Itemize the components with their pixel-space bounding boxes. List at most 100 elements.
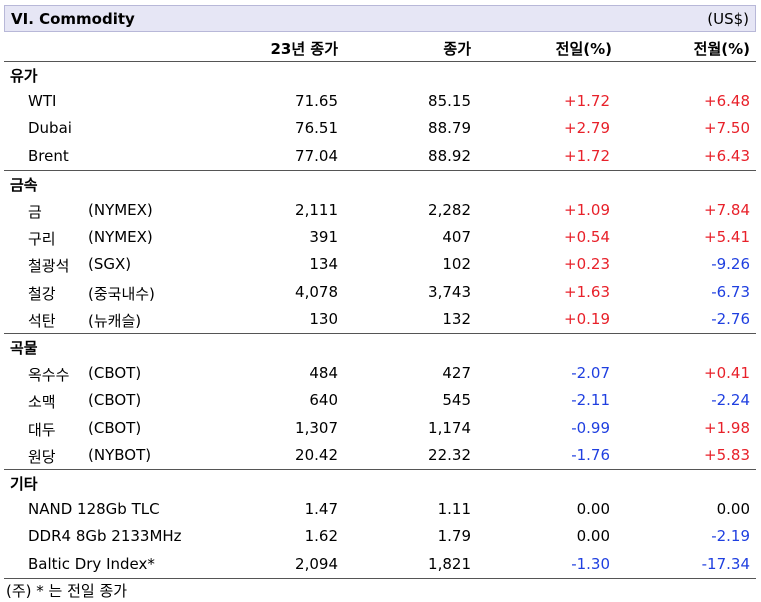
row-daily-change: -2.11	[571, 391, 610, 410]
table-row: Baltic Dry Index* 2,094 1,821 -1.30 -17.34	[4, 551, 756, 578]
col-header-close: 종가	[443, 40, 471, 58]
section-divider	[4, 333, 756, 334]
table-header-bar: VI. Commodity (US$)	[4, 5, 756, 32]
row-close: 427	[442, 364, 471, 383]
row-23-close: 2,094	[295, 554, 338, 573]
row-name: 소맥	[28, 393, 56, 412]
row-name: 철강	[28, 284, 56, 303]
section-heading-label: 금속	[10, 175, 38, 194]
row-exchange: (NYMEX)	[88, 228, 153, 247]
row-name: Baltic Dry Index*	[28, 554, 155, 573]
section-heading: 유가	[4, 61, 756, 88]
row-exchange: (뉴캐슬)	[88, 311, 142, 330]
row-close: 2,282	[428, 201, 471, 219]
row-close: 1,821	[428, 554, 471, 573]
row-daily-change: +0.19	[564, 309, 610, 328]
row-monthly-change: -2.76	[711, 309, 750, 328]
row-daily-change: +0.54	[564, 228, 610, 247]
row-monthly-change: +1.98	[704, 418, 750, 437]
row-daily-change: +1.09	[564, 201, 610, 219]
row-name: 옥수수	[28, 366, 70, 385]
row-close: 132	[442, 309, 471, 328]
row-23-close: 1.62	[304, 527, 338, 546]
table-row: Brent 77.04 88.92 +1.72 +6.43	[4, 143, 756, 170]
row-exchange: (NYBOT)	[88, 445, 152, 464]
row-monthly-change: +5.83	[704, 445, 750, 464]
table-row: NAND 128Gb TLC 1.47 1.11 0.00 0.00	[4, 496, 756, 523]
row-monthly-change: +5.41	[704, 228, 750, 247]
section-divider	[4, 469, 756, 470]
table-row: 소맥 (CBOT) 640 545 -2.11 -2.24	[4, 387, 756, 414]
row-monthly-change: +7.50	[704, 119, 750, 138]
bottom-divider	[4, 578, 756, 579]
section-heading-label: 기타	[10, 475, 38, 493]
row-name: 구리	[28, 230, 56, 249]
table-row: WTI 71.65 85.15 +1.72 +6.48	[4, 88, 756, 115]
row-name: DDR4 8Gb 2133MHz	[28, 527, 182, 546]
table-row: 철강 (중국내수) 4,078 3,743 +1.63 -6.73	[4, 279, 756, 306]
table-row: 대두 (CBOT) 1,307 1,174 -0.99 +1.98	[4, 415, 756, 442]
row-23-close: 391	[309, 228, 338, 247]
row-name: WTI	[28, 92, 57, 111]
row-close: 407	[442, 228, 471, 247]
row-close: 1.79	[437, 527, 471, 546]
row-exchange: (NYMEX)	[88, 201, 153, 219]
row-daily-change: +1.72	[564, 92, 610, 111]
footnote: (주) * 는 전일 종가	[6, 582, 128, 600]
table-row: 구리 (NYMEX) 391 407 +0.54 +5.41	[4, 224, 756, 251]
row-23-close: 20.42	[295, 445, 338, 464]
col-header-daily: 전일(%)	[555, 40, 612, 58]
row-23-close: 1.47	[304, 500, 338, 519]
row-name: Dubai	[28, 119, 72, 138]
row-close: 1,174	[428, 418, 471, 437]
row-monthly-change: +0.41	[704, 364, 750, 383]
table-row: 철광석 (SGX) 134 102 +0.23 -9.26	[4, 251, 756, 278]
row-name: 석탄	[28, 311, 56, 330]
row-daily-change: +0.23	[564, 255, 610, 274]
table-row: 옥수수 (CBOT) 484 427 -2.07 +0.41	[4, 360, 756, 387]
table-title: VI. Commodity	[11, 10, 135, 28]
row-name: NAND 128Gb TLC	[28, 500, 160, 519]
row-monthly-change: +6.48	[704, 92, 750, 111]
row-23-close: 484	[309, 364, 338, 383]
section-heading: 곡물	[4, 333, 756, 360]
column-headers: 23년 종가 종가 전일(%) 전월(%)	[4, 34, 756, 62]
row-23-close: 2,111	[295, 201, 338, 219]
row-23-close: 76.51	[295, 119, 338, 138]
row-daily-change: -2.07	[571, 364, 610, 383]
table-row: 원당 (NYBOT) 20.42 22.32 -1.76 +5.83	[4, 442, 756, 469]
table-row: 금 (NYMEX) 2,111 2,282 +1.09 +7.84	[4, 197, 756, 224]
row-monthly-change: 0.00	[716, 500, 750, 519]
row-close: 3,743	[428, 282, 471, 301]
row-monthly-change: -17.34	[701, 554, 750, 573]
row-close: 88.92	[428, 146, 471, 165]
row-23-close: 4,078	[295, 282, 338, 301]
row-monthly-change: +7.84	[704, 201, 750, 219]
row-23-close: 77.04	[295, 146, 338, 165]
row-monthly-change: -2.19	[711, 527, 750, 546]
row-23-close: 1,307	[295, 418, 338, 437]
row-daily-change: +1.63	[564, 282, 610, 301]
row-23-close: 130	[309, 309, 338, 328]
row-daily-change: 0.00	[576, 500, 610, 519]
row-23-close: 71.65	[295, 92, 338, 111]
section-heading-label: 곡물	[10, 339, 38, 357]
unit-label: (US$)	[707, 10, 749, 28]
row-name: 금	[28, 203, 42, 221]
row-exchange: (CBOT)	[88, 391, 142, 410]
row-close: 22.32	[428, 445, 471, 464]
row-daily-change: +1.72	[564, 146, 610, 165]
row-name: 철광석	[28, 257, 70, 276]
row-exchange: (SGX)	[88, 255, 132, 274]
row-name: 대두	[28, 420, 56, 439]
table-row: DDR4 8Gb 2133MHz 1.62 1.79 0.00 -2.19	[4, 523, 756, 550]
row-close: 545	[442, 391, 471, 410]
row-monthly-change: -9.26	[711, 255, 750, 274]
row-monthly-change: -6.73	[711, 282, 750, 301]
row-close: 102	[442, 255, 471, 274]
row-23-close: 134	[309, 255, 338, 274]
row-name: 원당	[28, 447, 56, 466]
row-daily-change: 0.00	[576, 527, 610, 546]
section-heading: 기타	[4, 469, 756, 496]
